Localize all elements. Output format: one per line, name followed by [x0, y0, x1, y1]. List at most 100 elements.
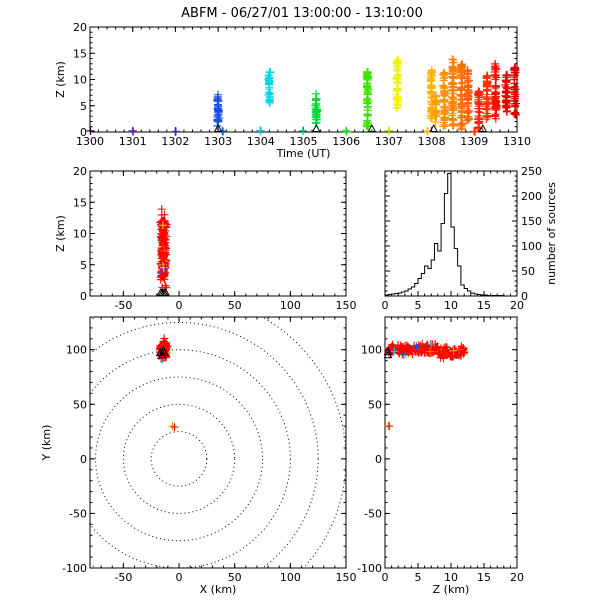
zy-ytick-label: -50	[364, 507, 382, 520]
time-height-source	[431, 118, 440, 127]
time-height-source	[449, 98, 458, 107]
time-height-source	[298, 126, 307, 135]
time-height-source	[440, 88, 449, 97]
time-height-points	[86, 55, 521, 136]
xz-ytick-label: 5	[80, 259, 87, 272]
xy-axes: -50 0 50 100 150 -100 -50 0 50 100 X (km) Y (km)	[40, 316, 357, 596]
time-height-xtick-label: 1302	[161, 135, 189, 148]
xy-xtick-label: 100	[280, 571, 301, 584]
time-height-station	[213, 123, 223, 132]
range-ring	[122, 403, 236, 514]
time-height-source	[491, 96, 500, 105]
xy-xtick-label: 150	[336, 571, 357, 584]
time-height-source	[385, 126, 394, 135]
time-height-source	[392, 104, 401, 113]
xz-xtick-label: 150	[336, 299, 357, 312]
histogram-xtick-label: 15	[477, 299, 491, 312]
time-height-source	[440, 95, 449, 104]
time-height-source	[427, 83, 436, 92]
time-height-source	[491, 81, 500, 90]
time-height-source	[431, 106, 440, 115]
xz-xtick-label: -50	[114, 299, 132, 312]
time-height-source	[363, 103, 372, 112]
time-height-source	[394, 78, 403, 87]
zy-source	[427, 339, 436, 348]
time-height-source	[341, 126, 350, 135]
time-height-station	[311, 123, 321, 132]
time-height-source	[213, 115, 222, 124]
zy-ytick-label: 100	[361, 344, 382, 357]
time-height-xtick-label: 1303	[204, 135, 232, 148]
zy-axes: 0 5 10 15 20 -100 -50 0 50 100 Z (km)	[357, 316, 524, 596]
xz-source	[160, 241, 169, 250]
time-height-source	[503, 106, 512, 115]
time-height-ylabel: Z (km)	[54, 61, 67, 98]
xy-points	[155, 334, 179, 432]
xz-xtick-label: 50	[228, 299, 242, 312]
time-height-source	[129, 127, 138, 136]
time-height-source	[511, 90, 520, 99]
time-height-xtick-label: 1308	[418, 135, 446, 148]
time-height-source	[456, 68, 465, 77]
xz-xtick-label: 100	[280, 299, 301, 312]
histogram-line	[384, 173, 517, 297]
time-height-source	[503, 70, 512, 79]
time-height-source	[482, 102, 491, 111]
time-height-source	[448, 80, 457, 89]
time-height-ytick-label: 0	[80, 126, 87, 139]
time-height-source	[363, 94, 372, 103]
xy-outlier	[168, 422, 177, 431]
range-ring	[90, 349, 291, 568]
time-height-source	[448, 69, 457, 78]
time-height-source	[427, 104, 436, 113]
histogram-xtick-label: 0	[382, 299, 389, 312]
time-height-source	[463, 116, 472, 125]
time-height-ytick-label: 10	[73, 74, 87, 87]
time-height-source	[393, 86, 402, 95]
time-height-xtick-label: 1305	[290, 135, 318, 148]
time-height-source	[456, 96, 465, 105]
xz-source	[157, 272, 166, 281]
time-height-source	[363, 82, 372, 91]
xy-xtick-label: -50	[114, 571, 132, 584]
time-height-source	[464, 114, 473, 123]
time-height-source	[457, 90, 466, 99]
zy-station	[383, 346, 393, 355]
time-height-source	[491, 103, 500, 112]
zy-source	[457, 349, 466, 358]
xz-source	[158, 248, 167, 257]
time-height-source	[362, 120, 371, 129]
time-height-source	[492, 88, 501, 97]
time-height-xtick-label: 1304	[247, 135, 275, 148]
time-height-xtick-label: 1309	[460, 135, 488, 148]
xy-range-rings	[90, 317, 346, 568]
histogram-ytick-label: 50	[521, 265, 535, 278]
time-height-source	[491, 112, 500, 121]
range-ring	[90, 317, 346, 568]
xy-station	[158, 350, 167, 359]
zy-source	[399, 350, 408, 359]
time-height-source	[457, 124, 466, 133]
time-height-source	[428, 68, 437, 77]
zy-source	[432, 342, 441, 351]
time-height-xtick-label: 1306	[332, 135, 360, 148]
time-height-source	[264, 90, 273, 99]
time-height-source	[492, 64, 501, 73]
time-height-source	[510, 97, 519, 106]
time-height-source	[458, 119, 467, 128]
time-height-source	[463, 83, 472, 92]
time-height-source	[441, 92, 450, 101]
time-height-source	[463, 99, 472, 108]
time-height-source	[503, 99, 512, 108]
time-height-source	[264, 71, 273, 80]
time-height-source	[510, 110, 519, 119]
zy-xtick-label: 15	[477, 571, 491, 584]
range-ring	[150, 431, 208, 487]
xz-xtick-label: 0	[176, 299, 183, 312]
time-height-source	[311, 108, 320, 117]
time-height-source	[482, 86, 491, 95]
xy-ytick-label: 0	[80, 453, 87, 466]
zy-source	[403, 342, 412, 351]
xy-xlabel: X (km)	[200, 583, 237, 596]
